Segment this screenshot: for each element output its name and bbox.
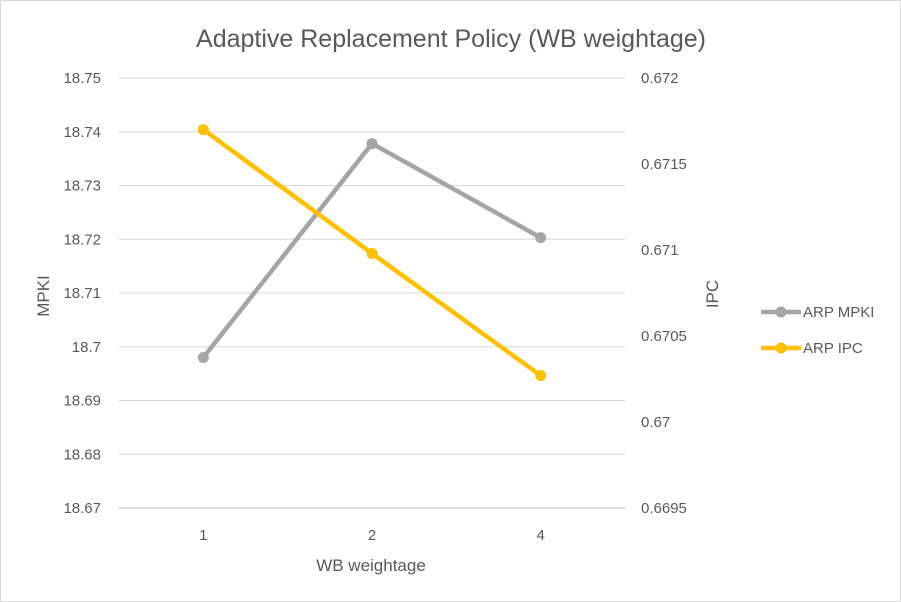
y2-tick-label: 0.671: [641, 242, 679, 259]
y2-axis-title: IPC: [703, 280, 722, 308]
y2-tick-label: 0.67: [641, 414, 670, 431]
x-axis-ticks: 1 2 4: [199, 527, 545, 544]
y-tick-label: 18.72: [63, 231, 101, 248]
y-tick-label: 18.67: [63, 500, 101, 517]
legend-swatch-marker: [775, 306, 787, 318]
y-tick-label: 18.71: [63, 285, 101, 302]
series-layer: [197, 124, 547, 382]
y2-tick-label: 0.6695: [641, 500, 687, 517]
y-tick-label: 18.74: [63, 124, 101, 141]
y2-tick-label: 0.6715: [641, 156, 687, 173]
right-axis-ticks: 0.6695 0.67 0.6705 0.671 0.6715 0.672: [641, 70, 687, 517]
y-tick-label: 18.75: [63, 70, 101, 87]
left-axis-ticks: 18.67 18.68 18.69 18.7 18.71 18.72 18.73 18.74 1…: [63, 70, 101, 517]
y-tick-label: 18.69: [63, 393, 101, 410]
y-tick-label: 18.73: [63, 178, 101, 195]
legend-swatch-marker: [775, 342, 787, 354]
y2-tick-label: 0.672: [641, 70, 679, 87]
data-point: [366, 138, 378, 150]
y-tick-label: 18.68: [63, 446, 101, 463]
x-axis-title: WB weightage: [316, 556, 426, 575]
gridlines: [119, 77, 625, 509]
y2-tick-label: 0.6705: [641, 328, 687, 345]
x-tick-label: 1: [199, 527, 207, 544]
legend-label: ARP MPKI: [803, 304, 874, 321]
data-point: [535, 232, 547, 244]
data-point: [366, 247, 378, 259]
data-point: [535, 370, 547, 382]
legend-label: ARP IPC: [803, 340, 863, 357]
legend: ARP MPKI ARP IPC: [761, 304, 874, 357]
data-point: [197, 352, 209, 363]
y-tick-label: 18.7: [72, 339, 101, 356]
chart-title: Adaptive Replacement Policy (WB weightag…: [196, 25, 706, 53]
x-tick-label: 2: [368, 527, 376, 544]
y-axis-title: MPKI: [34, 275, 53, 317]
data-point: [197, 124, 209, 136]
x-tick-label: 4: [536, 527, 544, 544]
